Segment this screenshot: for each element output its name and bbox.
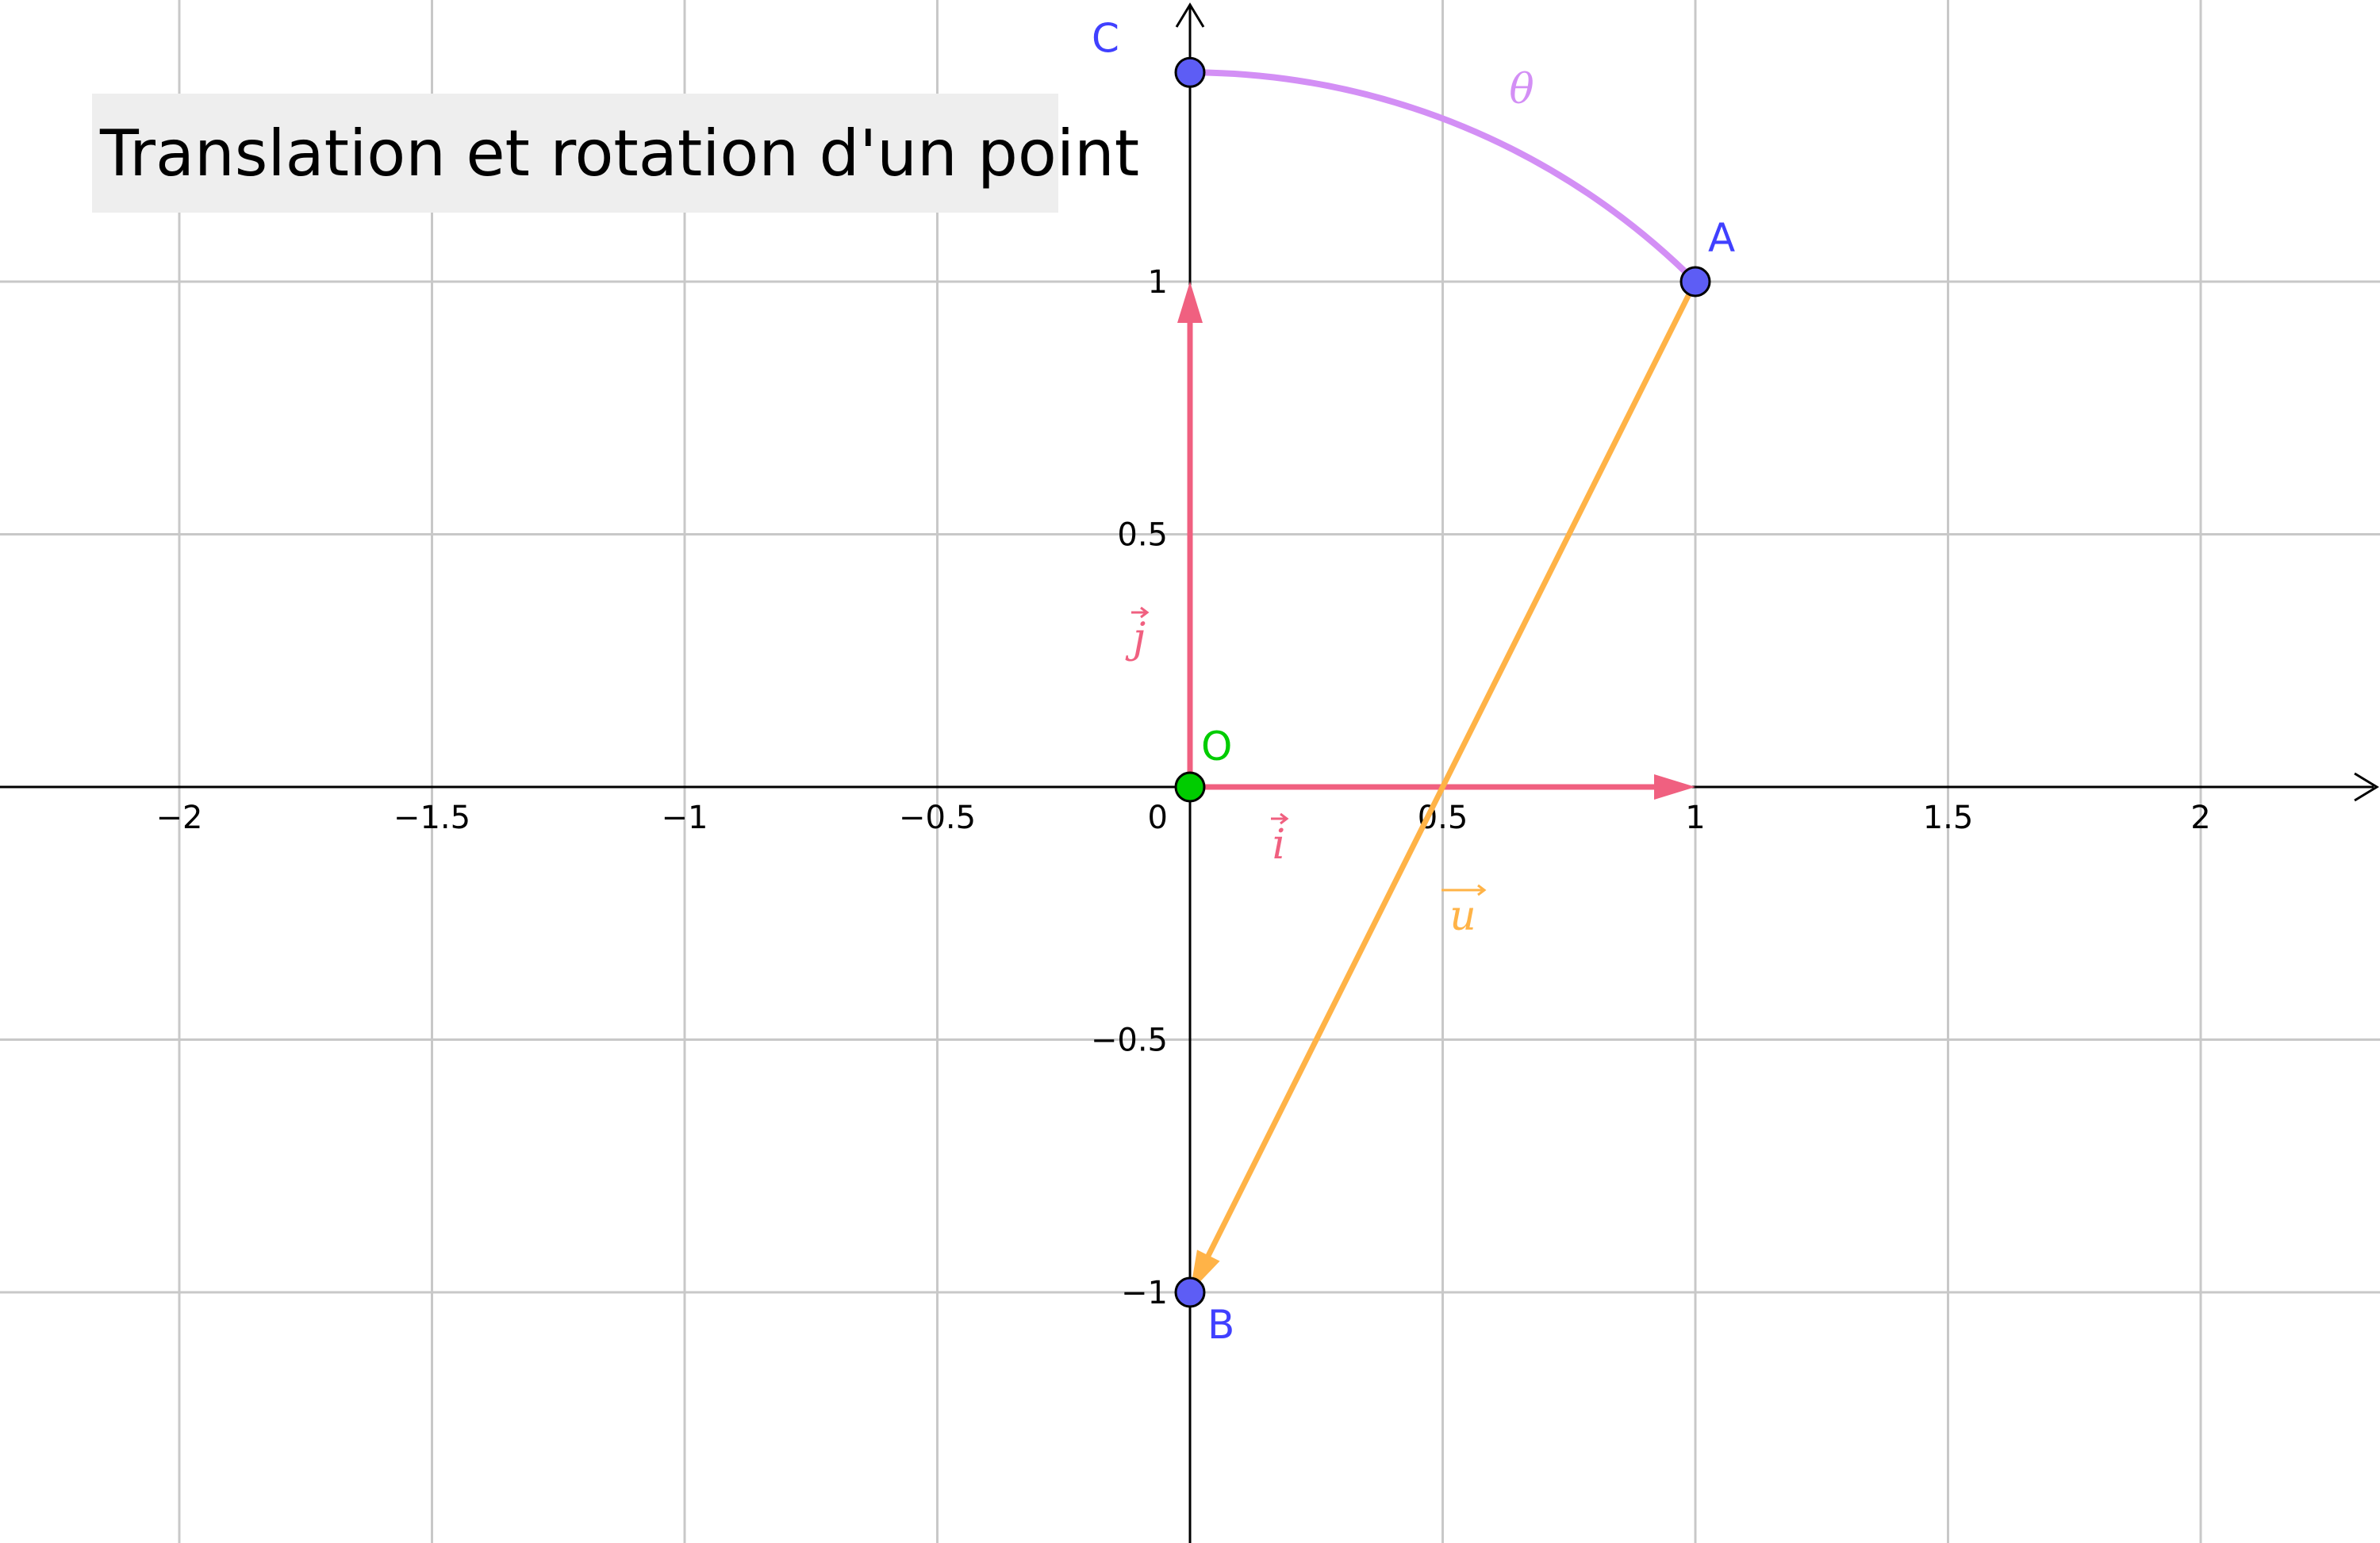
x-tick-label: −1: [662, 800, 708, 836]
y-axis-arrow-icon: [1175, 2, 1205, 28]
vector-j-arrowhead-icon: [1177, 282, 1203, 323]
vector-u-label: u: [1441, 884, 1487, 940]
theta-label: θ: [1509, 66, 1534, 113]
point-B[interactable]: [1174, 1276, 1206, 1308]
y-tick-label: 1: [1148, 264, 1168, 301]
tick-labels: −2 −1.5 −1 −0.5 0.5 1 1.5 210.5−0.5−10: [156, 264, 2211, 1311]
point-O-label: O: [1201, 724, 1232, 770]
vector-j-label: j: [1125, 606, 1150, 662]
vector-arrow-icon: [1271, 812, 1289, 825]
x-tick-label: 1: [1685, 800, 1705, 836]
x-tick-label: −2: [156, 800, 203, 836]
vectors: [1177, 280, 1699, 1292]
theta-arc[interactable]: [1189, 69, 1698, 284]
rotation-arc[interactable]: θ: [1189, 66, 1698, 284]
x-tick-label: −0.5: [899, 800, 976, 836]
object-labels: i j u O A B C: [1092, 15, 1735, 1348]
vector-i-arrowhead-icon: [1654, 774, 1695, 800]
origin-tick-label: 0: [1148, 800, 1168, 836]
svg-text:u: u: [1449, 892, 1476, 940]
vector-arrow-icon: [1441, 884, 1487, 896]
point-A-label: A: [1708, 215, 1735, 261]
point-O[interactable]: [1174, 771, 1206, 803]
points: [1174, 56, 1711, 1308]
title-box[interactable]: Translation et rotation d'un point: [92, 94, 1139, 213]
x-axis-arrow-icon: [2354, 772, 2379, 802]
y-tick-label: 0.5: [1117, 517, 1168, 554]
point-A[interactable]: [1679, 266, 1711, 297]
title-text: Translation et rotation d'un point: [100, 116, 1140, 190]
x-tick-label: −1.5: [393, 800, 470, 836]
svg-text:i: i: [1273, 821, 1286, 869]
point-B-label: B: [1207, 1302, 1234, 1348]
point-C-label: C: [1092, 15, 1119, 61]
y-tick-label: −1: [1121, 1275, 1168, 1311]
x-tick-label: 2: [2190, 800, 2210, 836]
point-C[interactable]: [1174, 56, 1206, 88]
svg-text:j: j: [1125, 615, 1146, 662]
y-tick-label: −0.5: [1091, 1023, 1168, 1059]
x-tick-label: 1.5: [1923, 800, 1974, 836]
vector-arrow-icon: [1131, 606, 1150, 619]
vector-i-label: i: [1271, 812, 1289, 869]
vector-u-line[interactable]: [1204, 280, 1699, 1260]
